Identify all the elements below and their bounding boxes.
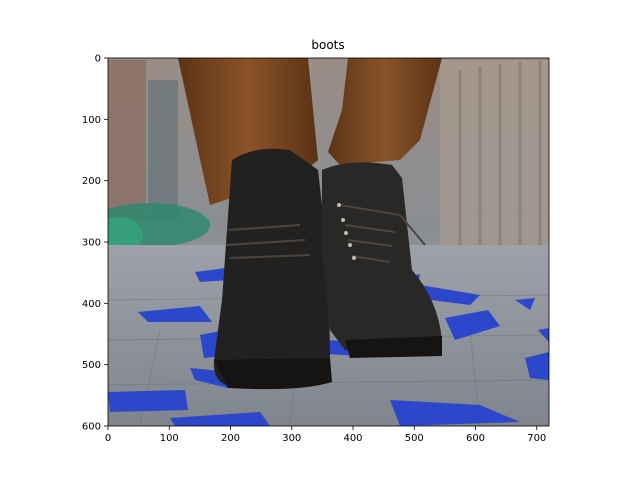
y-axis-ticks: 0 100 200 300 400 500 600 <box>82 54 108 433</box>
x-tick-label: 500 <box>405 433 424 444</box>
y-tick-label: 200 <box>82 176 101 187</box>
x-tick-label: 400 <box>343 433 362 444</box>
y-tick-label: 300 <box>82 238 101 249</box>
x-tick-label: 300 <box>282 433 301 444</box>
y-tick-label: 600 <box>82 422 101 433</box>
x-tick-label: 100 <box>160 433 179 444</box>
x-tick-label: 600 <box>466 433 485 444</box>
x-tick-label: 0 <box>105 433 111 444</box>
y-tick-label: 400 <box>82 299 101 310</box>
y-tick-label: 100 <box>82 115 101 126</box>
x-tick-label: 200 <box>221 433 240 444</box>
chart-title: boots <box>311 38 344 52</box>
y-tick-label: 0 <box>95 54 101 65</box>
x-tick-label: 700 <box>527 433 546 444</box>
x-axis-ticks: 0 100 200 300 400 500 600 700 <box>105 426 546 444</box>
photo <box>108 58 549 426</box>
y-tick-label: 500 <box>82 360 101 371</box>
